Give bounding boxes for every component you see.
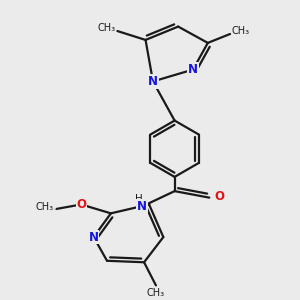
Text: CH₃: CH₃: [147, 288, 165, 298]
Text: methoxy: methoxy: [52, 208, 58, 209]
Text: H: H: [135, 194, 143, 204]
Text: N: N: [89, 231, 99, 244]
Text: N: N: [188, 63, 198, 76]
Text: CH₃: CH₃: [35, 202, 54, 212]
Text: N: N: [148, 75, 158, 88]
Text: N: N: [137, 200, 147, 213]
Text: O: O: [214, 190, 225, 203]
Text: O: O: [76, 198, 86, 211]
Text: CH₃: CH₃: [98, 23, 116, 33]
Text: CH₃: CH₃: [232, 26, 250, 36]
